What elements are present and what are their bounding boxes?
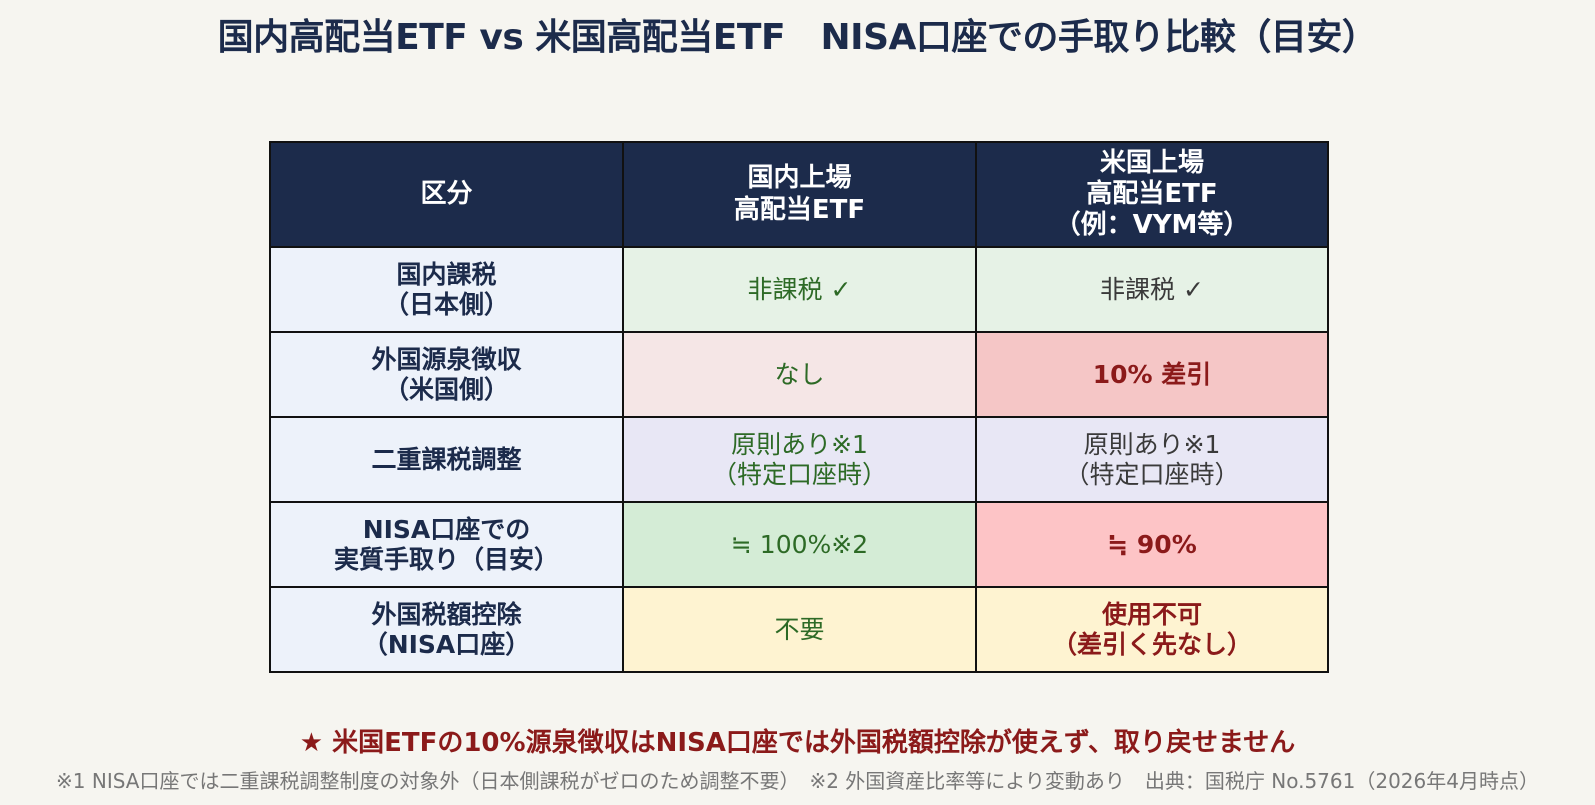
- header-category: 区分: [269, 141, 624, 248]
- cell-us: 使用不可 （差引く先なし）: [975, 586, 1329, 673]
- cell-us: 10% 差引: [975, 331, 1329, 418]
- cell-us: 原則あり※1 （特定口座時）: [975, 416, 1329, 503]
- table-row: 外国税額控除 （NISA口座） 不要 使用不可 （差引く先なし）: [269, 586, 1329, 673]
- cell-domestic: 非課税 ✓: [622, 246, 977, 333]
- cell-domestic: 不要: [622, 586, 977, 673]
- cell-domestic: ≒ 100%※2: [622, 501, 977, 588]
- cell-us: ≒ 90%: [975, 501, 1329, 588]
- comparison-table: 区分 国内上場 高配当ETF 米国上場 高配当ETF （例：VYM等） 国内課税…: [269, 141, 1329, 673]
- cell-us: 非課税 ✓: [975, 246, 1329, 333]
- table-row: NISA口座での 実質手取り（目安） ≒ 100%※2 ≒ 90%: [269, 501, 1329, 588]
- row-label-foreign-tax-credit: 外国税額控除 （NISA口座）: [269, 586, 624, 673]
- page-title: 国内高配当ETF vs 米国高配当ETF NISA口座での手取り比較（目安）: [217, 17, 1378, 58]
- key-note: ★ 米国ETFの10%源泉徴収はNISA口座では外国税額控除が使えず、取り戻せま…: [299, 728, 1296, 758]
- table-row: 外国源泉徴収 （米国側） なし 10% 差引: [269, 331, 1329, 418]
- header-domestic-etf: 国内上場 高配当ETF: [622, 141, 977, 248]
- row-label-foreign-withholding: 外国源泉徴収 （米国側）: [269, 331, 624, 418]
- table-header-row: 区分 国内上場 高配当ETF 米国上場 高配当ETF （例：VYM等）: [269, 141, 1329, 248]
- footnote: ※1 NISA口座では二重課税調整制度の対象外（日本側課税がゼロのため調整不要）…: [56, 769, 1539, 793]
- table-row: 二重課税調整 原則あり※1 （特定口座時） 原則あり※1 （特定口座時）: [269, 416, 1329, 503]
- row-label-domestic-tax: 国内課税 （日本側）: [269, 246, 624, 333]
- row-label-double-tax-adjustment: 二重課税調整: [269, 416, 624, 503]
- cell-domestic: 原則あり※1 （特定口座時）: [622, 416, 977, 503]
- header-us-etf: 米国上場 高配当ETF （例：VYM等）: [975, 141, 1329, 248]
- cell-domestic: なし: [622, 331, 977, 418]
- table-row: 国内課税 （日本側） 非課税 ✓ 非課税 ✓: [269, 246, 1329, 333]
- row-label-net-take-home: NISA口座での 実質手取り（目安）: [269, 501, 624, 588]
